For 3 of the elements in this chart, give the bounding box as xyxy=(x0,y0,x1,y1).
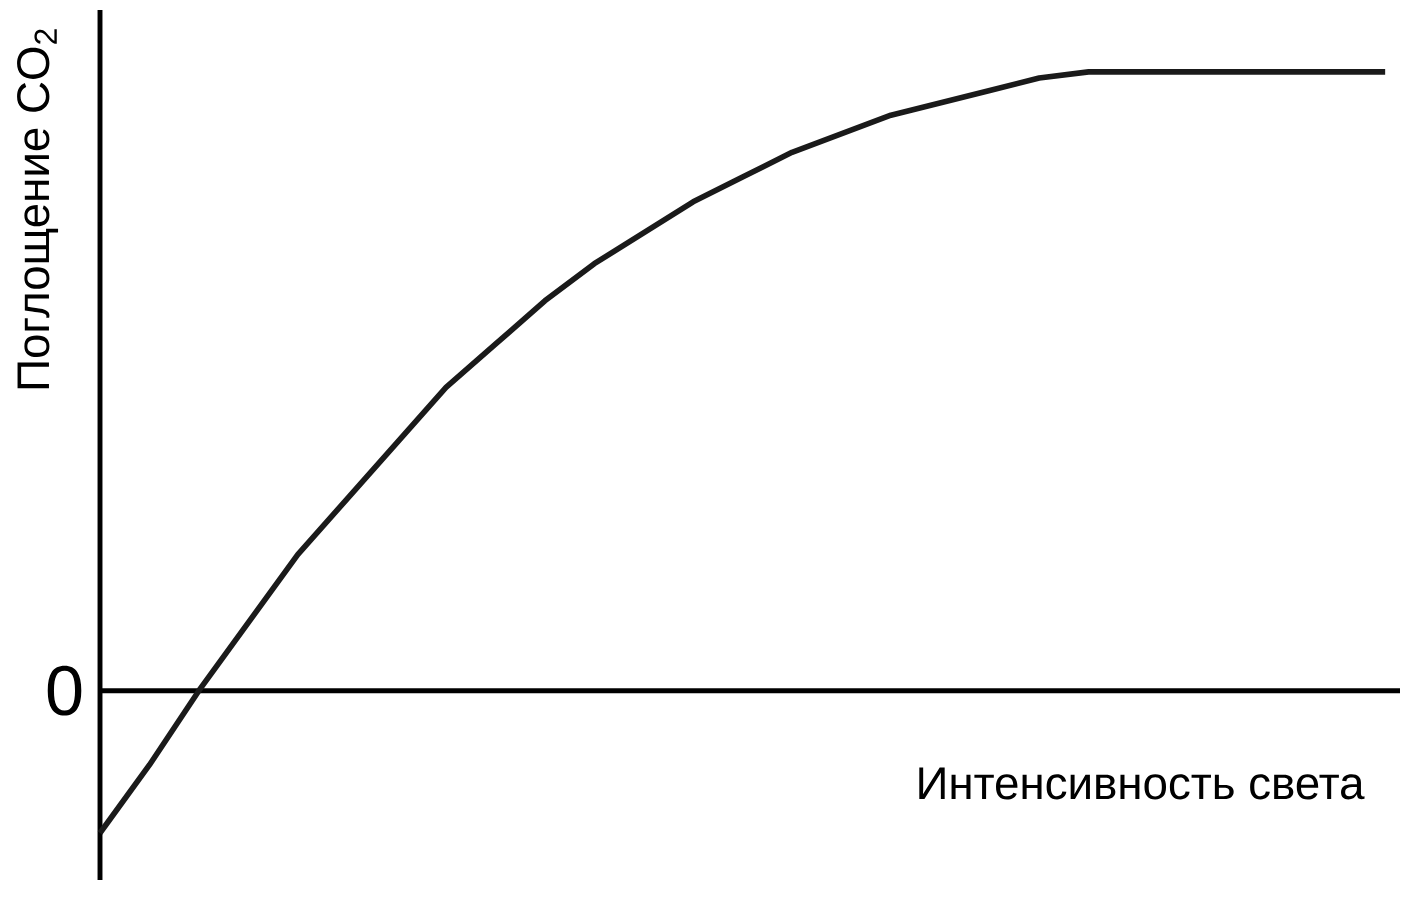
text: 0 xyxy=(47,665,82,716)
y-axis-title: Поглощение CO$_{2}$ xyxy=(17,29,59,389)
x-axis-title: Интенсивность света xyxy=(919,767,1365,800)
